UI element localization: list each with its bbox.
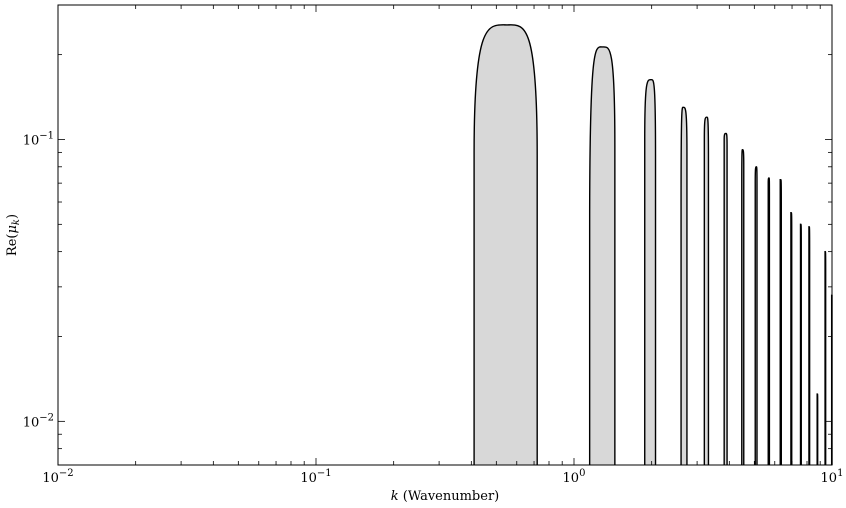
- lobe-line-6: [723, 132, 728, 465]
- lobe-line-2: [588, 46, 616, 465]
- y-axis-label: Re(μk): [5, 214, 22, 256]
- tick-labels: 10−2 10−1 100 101 10−2 10−1: [23, 130, 844, 486]
- lobe-line-14: [816, 393, 819, 465]
- lobe-fills: [474, 24, 833, 466]
- lobe-line-4: [680, 106, 688, 465]
- lobe-line-1: [473, 24, 538, 465]
- lobe-fill-3: [644, 79, 656, 466]
- lobe-line-15: [824, 250, 827, 465]
- x-tick-label: 10−2: [42, 468, 73, 486]
- axis-ticks: [57, 4, 833, 466]
- lobe-line-13: [808, 226, 811, 465]
- x-tick-label: 101: [821, 468, 844, 486]
- lobe-line-11: [790, 211, 793, 465]
- lobe-line-8: [754, 166, 758, 465]
- lobe-fill-4: [681, 107, 687, 465]
- lobe-line-9: [767, 177, 771, 465]
- lobe-fill-5: [704, 117, 709, 465]
- lobe-line-3: [644, 78, 657, 465]
- lobe-line-7: [741, 148, 745, 465]
- y-tick-label: 10−1: [23, 130, 54, 148]
- lobe-line-12: [799, 223, 802, 465]
- lobe-line-10: [779, 178, 782, 465]
- plot-frame: [57, 4, 833, 466]
- lobe-fill-6: [724, 133, 728, 465]
- x-axis-label: k (Wavenumber): [391, 489, 500, 504]
- lobe-outlines: [473, 24, 833, 465]
- x-tick-label: 10−1: [300, 468, 331, 486]
- x-tick-label: 100: [563, 468, 586, 486]
- lobe-fill-2: [589, 46, 615, 465]
- lobe-line-5: [703, 116, 710, 465]
- lobe-fill-1: [474, 24, 538, 465]
- y-tick-label: 10−2: [23, 412, 54, 430]
